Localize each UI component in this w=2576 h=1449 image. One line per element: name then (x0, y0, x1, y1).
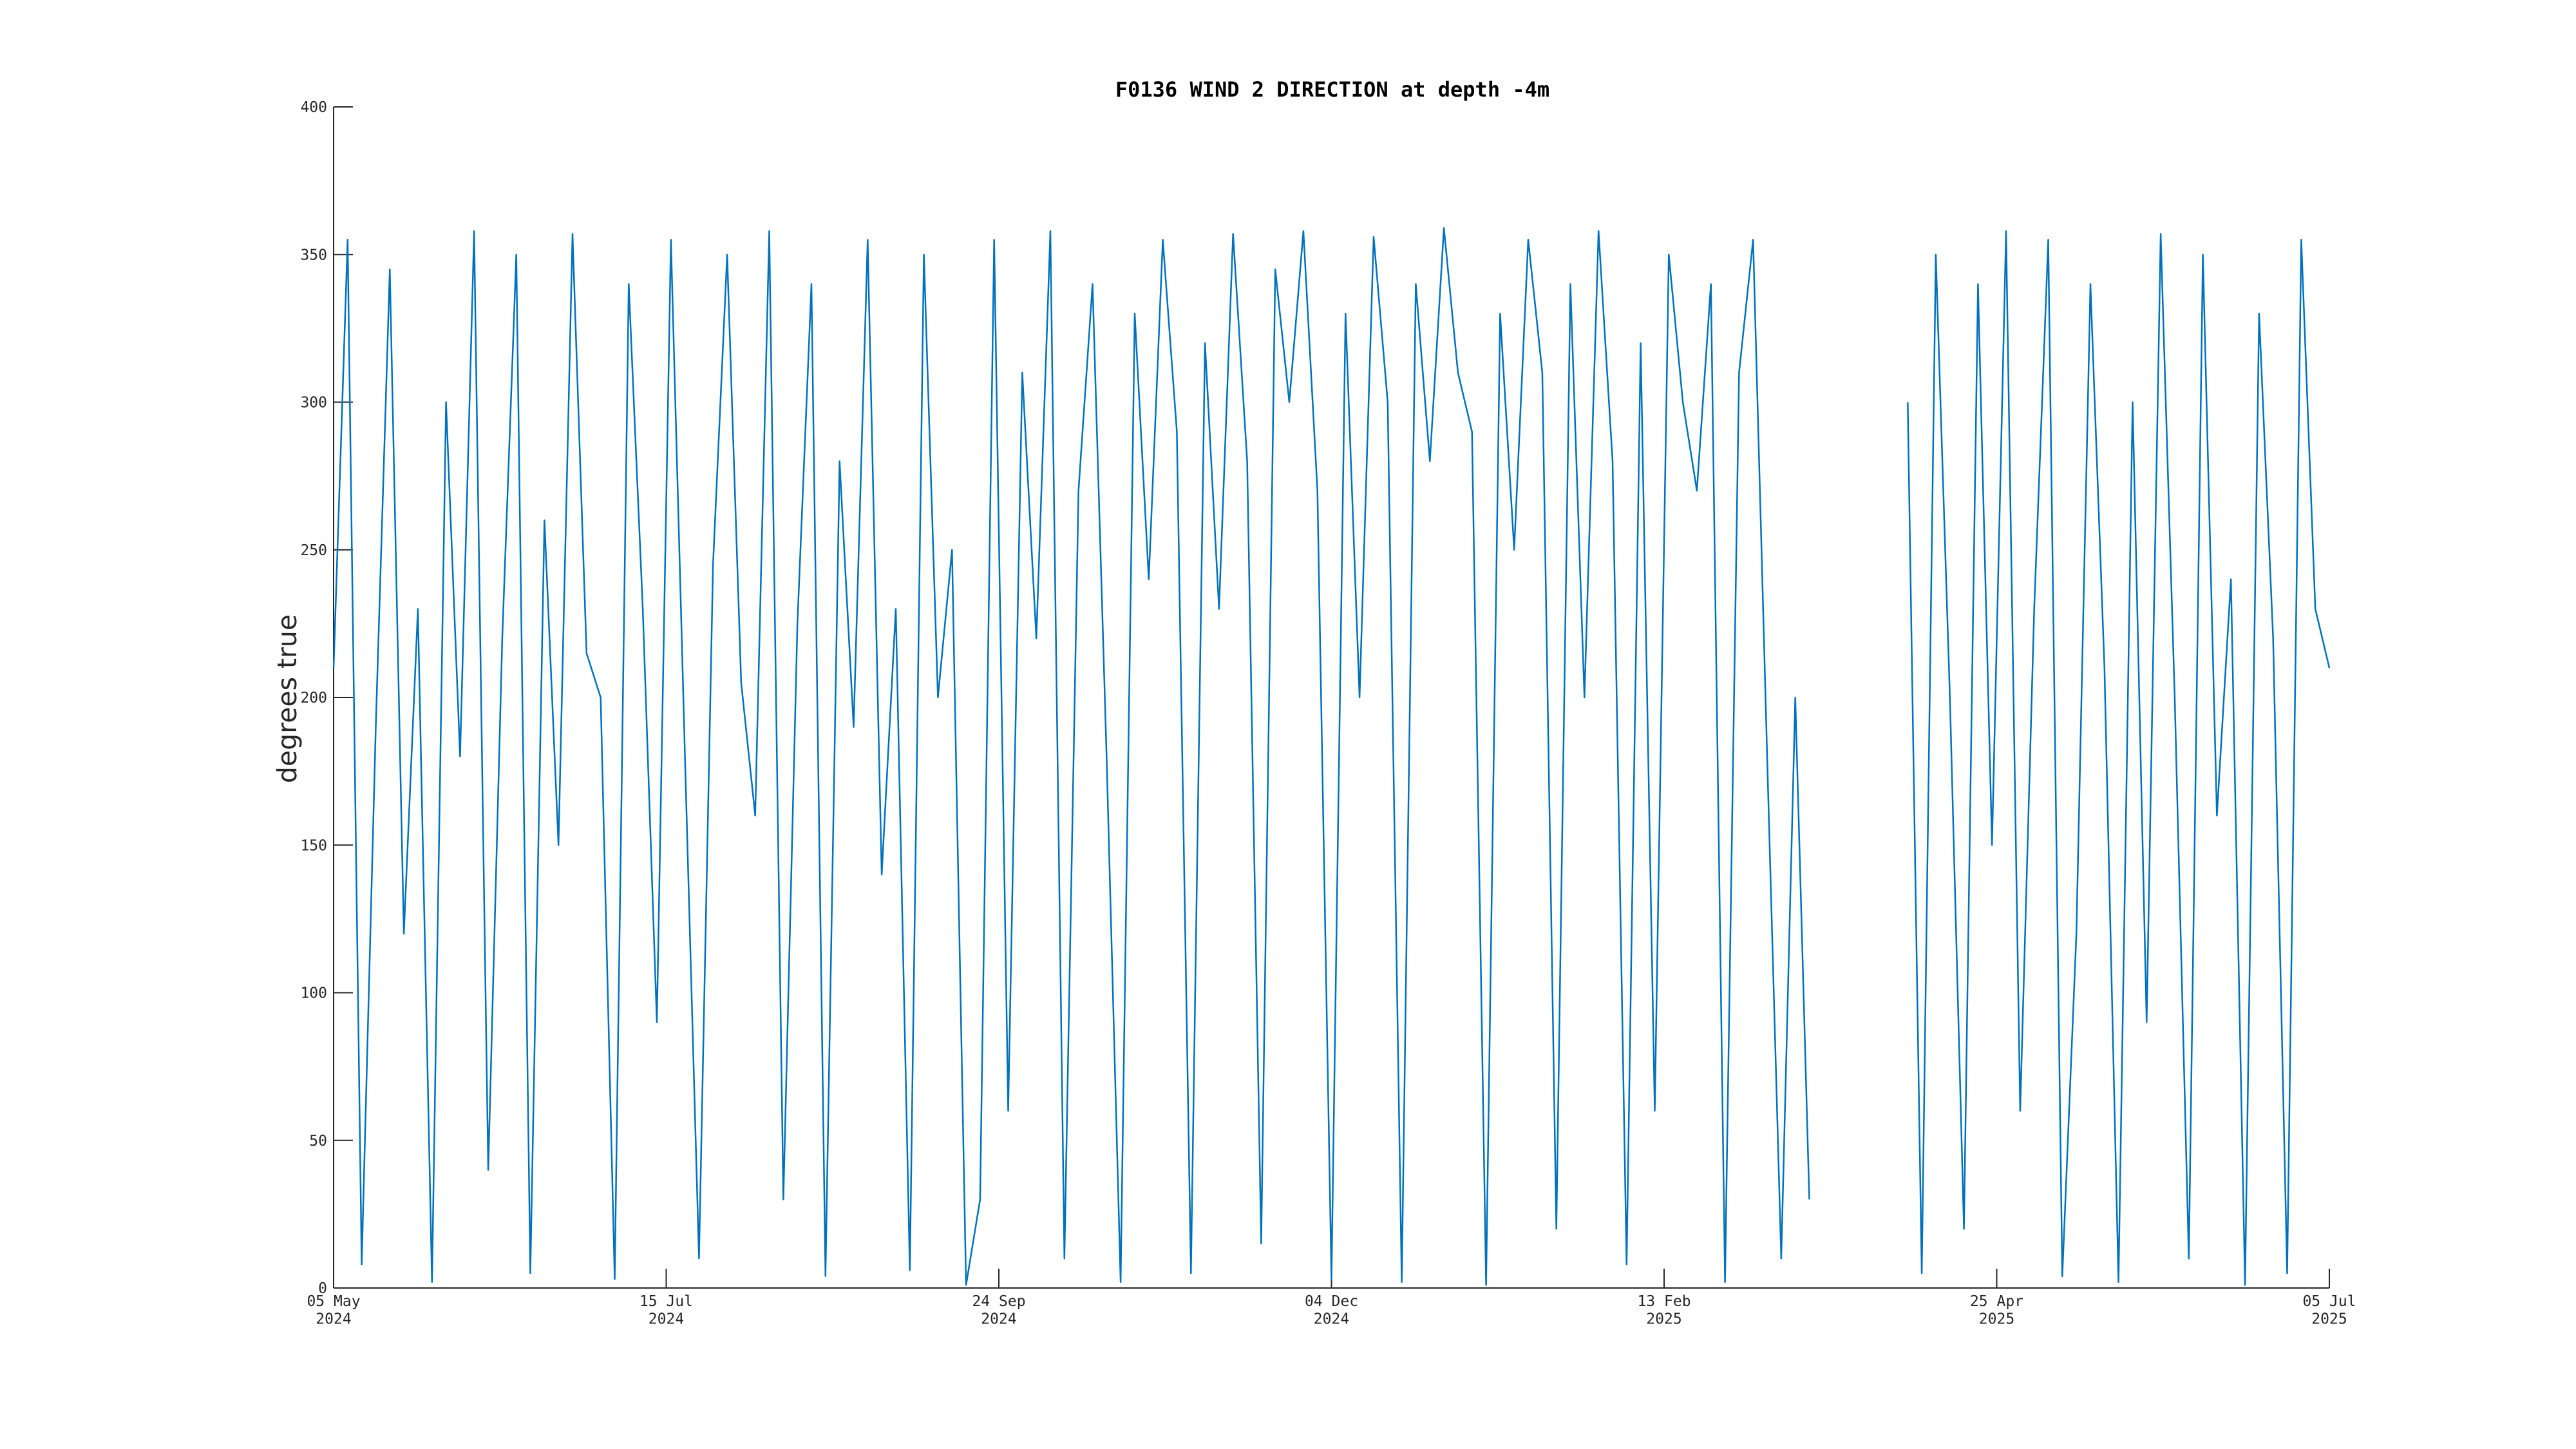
x-tick-label: 15 Jul 2024 (639, 1293, 693, 1328)
data-line (1907, 230, 2331, 1286)
x-tick-label: 05 May 2024 (307, 1293, 360, 1328)
y-tick-label: 50 (309, 1133, 327, 1150)
x-tick-label: 25 Apr 2025 (1970, 1293, 2023, 1328)
y-axis-label: degrees true (272, 614, 303, 783)
y-tick-label: 350 (300, 247, 327, 263)
y-tick-label: 0 (318, 1280, 327, 1297)
y-tick-label: 250 (300, 542, 327, 559)
data-line (332, 227, 1810, 1286)
y-tick-label: 300 (300, 395, 327, 412)
x-tick-label: 13 Feb 2025 (1637, 1293, 1690, 1328)
y-tick-label: 200 (300, 690, 327, 706)
chart-title: F0136 WIND 2 DIRECTION at depth -4m (1115, 77, 1549, 102)
x-tick-label: 04 Dec 2024 (1305, 1293, 1358, 1328)
y-tick-label: 100 (300, 985, 327, 1002)
x-tick-label: 24 Sep 2024 (972, 1293, 1025, 1328)
y-tick-label: 150 (300, 837, 327, 854)
y-tick-label: 400 (300, 99, 327, 116)
x-tick-label: 05 Jul 2025 (2302, 1293, 2356, 1328)
